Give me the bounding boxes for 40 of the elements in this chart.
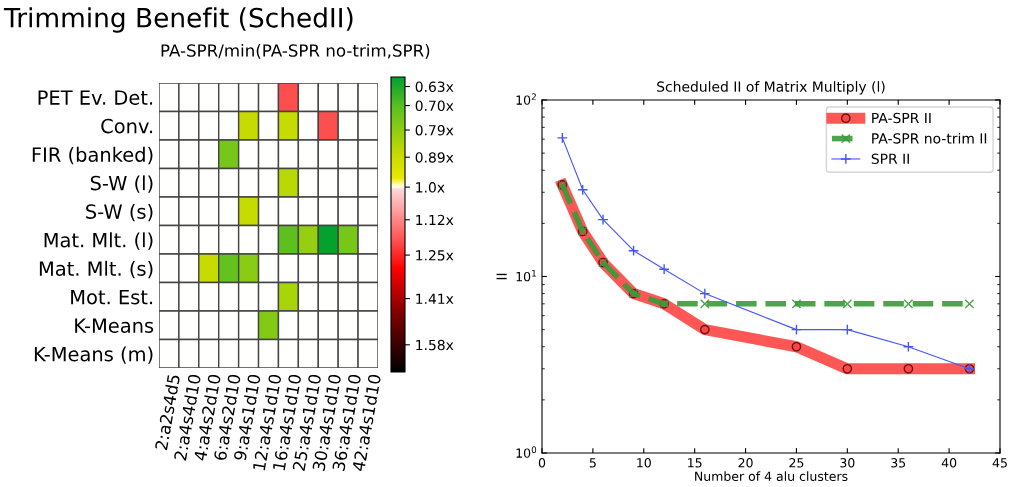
color-bar-label: 0.79x xyxy=(415,124,454,136)
x-tick-label: 20 xyxy=(738,458,753,468)
y-tick-label: 10$^{2}$ xyxy=(516,93,536,105)
x-tick-label: 35 xyxy=(891,458,906,468)
x-tick-label: 30 xyxy=(840,458,855,468)
chart-subtitle: PA-SPR/min(PA-SPR no-trim,SPR) xyxy=(161,43,430,59)
legend-label: PA-SPR no-trim II xyxy=(872,132,987,144)
chart-title: Trimming Benefit (SchedII) xyxy=(3,7,353,33)
x-tick-label: 40 xyxy=(941,458,957,468)
y-axis-title: II xyxy=(496,273,507,280)
y-tick-label: 10$^{1}$ xyxy=(516,270,536,282)
color-bar-label: 1.0x xyxy=(416,182,445,193)
y-tick-label: Mot. Est. xyxy=(71,289,153,305)
color-bar-label: 1.25x xyxy=(416,250,454,261)
chart-title: Scheduled II of Matrix Multiply (l) xyxy=(657,81,885,95)
color-bar-label: 1.41x xyxy=(416,293,454,304)
y-tick-label: S-W (l) xyxy=(90,175,153,193)
x-tick-label: 45 xyxy=(992,458,1007,468)
color-bar-label: 0.89x xyxy=(415,152,454,163)
y-tick-label: K-Means xyxy=(75,318,154,333)
x-tick-label: 0 xyxy=(538,458,546,468)
color-bar-label: 1.58x xyxy=(416,339,454,351)
y-tick-label: K-Means (m) xyxy=(34,346,153,364)
x-tick-label: 25 xyxy=(789,458,804,468)
color-bar-label: 0.70x xyxy=(415,100,454,112)
y-tick-label: PET Ev. Det. xyxy=(38,90,153,105)
x-tick-label: 5 xyxy=(589,458,596,468)
color-bar-label: 0.63x xyxy=(415,81,454,92)
legend-label: SPR II xyxy=(871,153,909,165)
y-tick-label: Conv. xyxy=(101,118,153,134)
x-tick-label: 15 xyxy=(688,458,702,468)
x-axis-title: Number of 4 alu clusters xyxy=(695,471,848,482)
y-tick-label: 10$^{0}$ xyxy=(516,446,537,458)
y-tick-label: S-W (s) xyxy=(86,203,153,222)
legend-label: PA-SPR II xyxy=(872,112,931,124)
y-tick-label: Mat. Mlt. (l) xyxy=(44,232,153,250)
x-tick-label: 10 xyxy=(637,458,651,468)
y-tick-label: Mat. Mlt. (s) xyxy=(39,260,153,279)
y-tick-label: FIR (banked) xyxy=(32,146,153,165)
color-bar-label: 1.12x xyxy=(416,214,454,226)
